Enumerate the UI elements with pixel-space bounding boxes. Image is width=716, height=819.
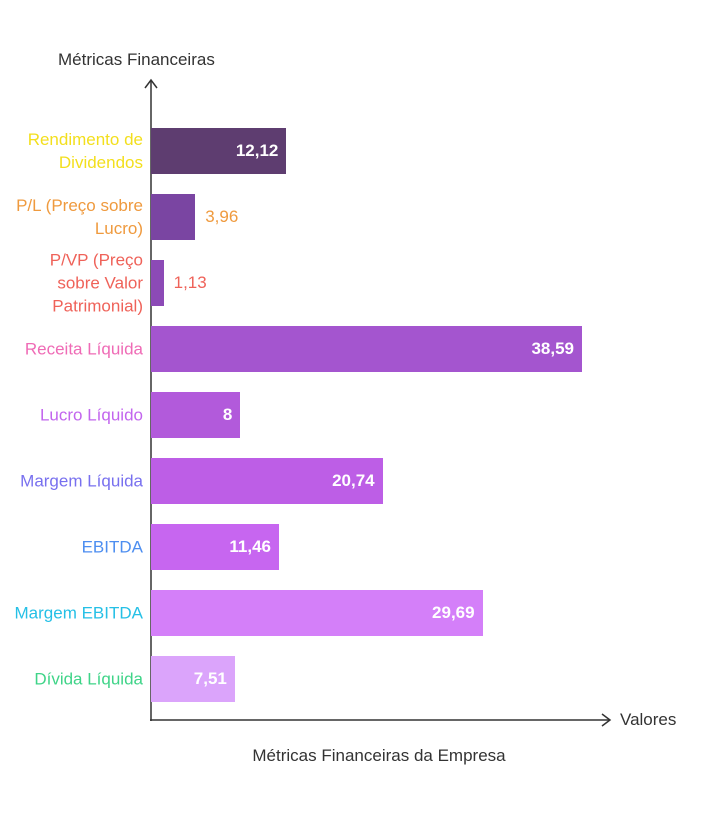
y-axis-title: Métricas Financeiras: [58, 50, 215, 69]
category-label: EBITDA: [81, 537, 143, 557]
bar: [151, 656, 235, 702]
bar: [151, 458, 383, 504]
bar: [151, 326, 582, 372]
category-label: Margem Líquida: [20, 471, 143, 491]
value-label: 3,96: [205, 207, 239, 226]
value-label: 1,13: [173, 273, 207, 292]
value-label: 8: [222, 405, 233, 424]
value-label: 29,69: [432, 603, 475, 622]
bar: [151, 260, 164, 306]
x-arrow: [601, 713, 612, 727]
value-label: 20,74: [332, 471, 375, 490]
bar: [151, 524, 279, 570]
category-label: Dívida Líquida: [34, 669, 143, 689]
x-axis-title: Valores: [620, 710, 677, 729]
category-label: P/VP (Preço sobre Valor Patrimonial): [49, 250, 143, 316]
category-label: Rendimento de Dividendos: [27, 130, 143, 172]
value-label: 11,46: [229, 537, 271, 556]
category-label: Receita Líquida: [24, 339, 143, 359]
y-arrow: [144, 78, 158, 89]
value-label: 38,59: [531, 339, 574, 358]
caption: Métricas Financeiras da Empresa: [252, 746, 506, 765]
value-label: 12,12: [235, 141, 279, 160]
bar: [151, 392, 241, 438]
bar: [151, 194, 196, 240]
category-label: Margem EBITDA: [14, 603, 143, 623]
bar: [151, 590, 483, 636]
bar: [151, 128, 287, 174]
category-label: Lucro Líquido: [39, 405, 143, 425]
category-label: P/L (Preço sobre Lucro): [16, 196, 143, 238]
value-label: 7,51: [193, 669, 227, 688]
